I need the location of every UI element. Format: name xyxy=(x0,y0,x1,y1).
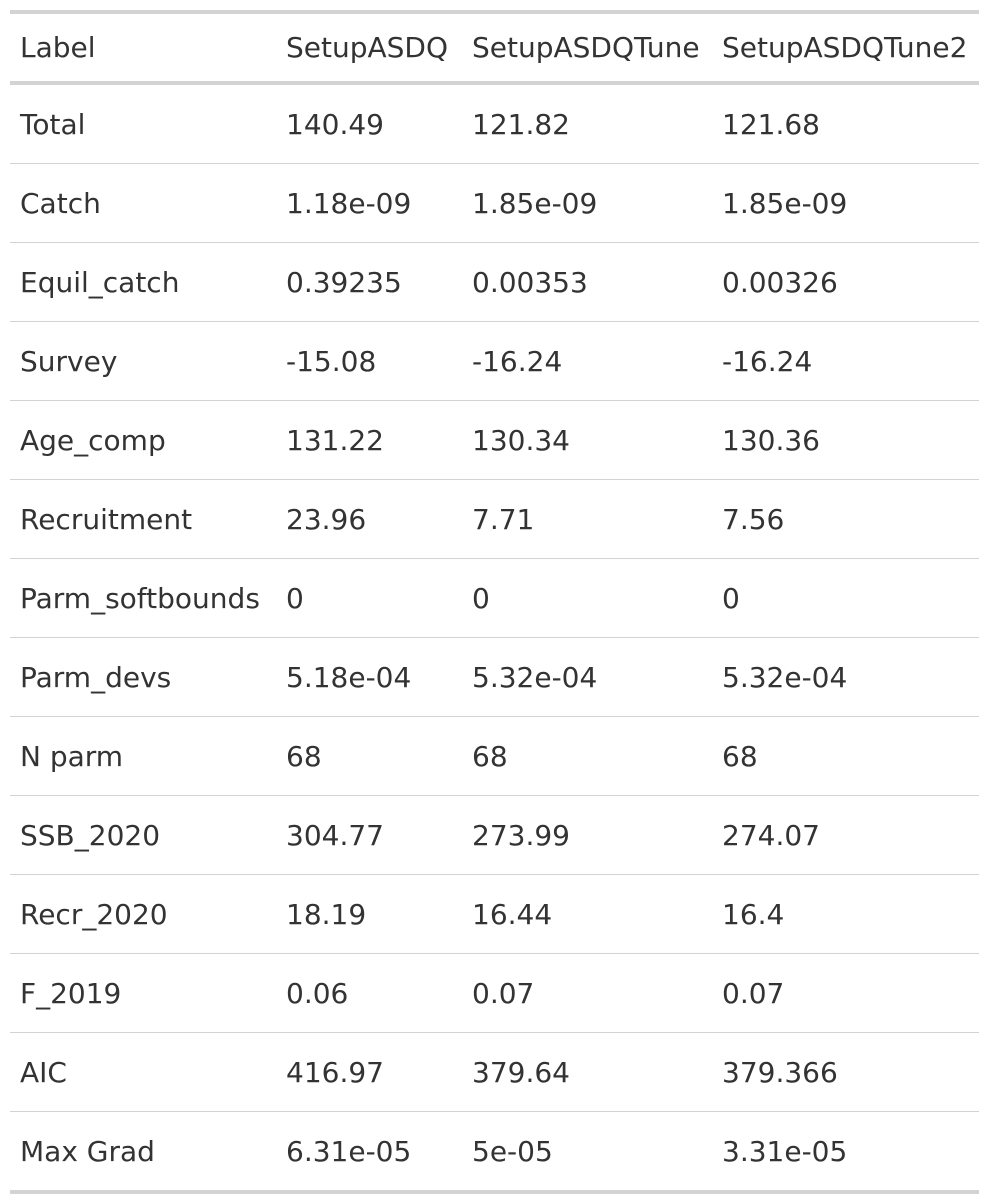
cell-value: 0.07 xyxy=(712,953,979,1033)
table-row: Equil_catch 0.39235 0.00353 0.00326 xyxy=(10,242,979,322)
cell-value: -15.08 xyxy=(276,321,462,401)
row-label: Survey xyxy=(10,321,276,401)
cell-value: 5.32e-04 xyxy=(462,637,712,717)
table-row: F_2019 0.06 0.07 0.07 xyxy=(10,953,979,1033)
cell-value: 7.71 xyxy=(462,479,712,559)
row-label: Age_comp xyxy=(10,400,276,480)
row-label: Recruitment xyxy=(10,479,276,559)
comparison-table-container: Label SetupASDQ SetupASDQTune SetupASDQT… xyxy=(10,10,979,1194)
table-row: Recr_2020 18.19 16.44 16.4 xyxy=(10,874,979,954)
cell-value: 5e-05 xyxy=(462,1111,712,1192)
cell-value: 273.99 xyxy=(462,795,712,875)
cell-value: 6.31e-05 xyxy=(276,1111,462,1192)
cell-value: 121.68 xyxy=(722,107,820,141)
column-header-setupasdq: SetupASDQ xyxy=(286,31,449,64)
cell-value: 0 xyxy=(462,558,712,638)
cell-value: 68 xyxy=(712,716,979,796)
cell-value: -16.24 xyxy=(462,321,712,401)
cell-value: 0.39235 xyxy=(276,242,462,322)
row-label: Recr_2020 xyxy=(10,874,276,954)
cell-value: 1.18e-09 xyxy=(276,163,462,243)
cell-value: 0.07 xyxy=(462,953,712,1033)
cell-value: 1.85e-09 xyxy=(462,163,712,243)
table-row: AIC 416.97 379.64 379.366 xyxy=(10,1032,979,1112)
row-label: N parm xyxy=(10,716,276,796)
row-label: Total xyxy=(20,107,86,141)
table-row: Age_comp 131.22 130.34 130.36 xyxy=(10,400,979,480)
cell-value: 16.44 xyxy=(462,874,712,954)
row-label: SSB_2020 xyxy=(10,795,276,875)
cell-value: 121.82 xyxy=(472,107,570,141)
cell-value: 7.56 xyxy=(712,479,979,559)
table-header: Label SetupASDQ SetupASDQTune SetupASDQT… xyxy=(10,12,979,83)
cell-value: 68 xyxy=(462,716,712,796)
cell-value: 0.06 xyxy=(276,953,462,1033)
cell-value: 379.64 xyxy=(462,1032,712,1112)
column-header-setupasdqtune: SetupASDQTune xyxy=(472,31,700,64)
cell-value: 3.31e-05 xyxy=(712,1111,979,1192)
table-row: Catch 1.18e-09 1.85e-09 1.85e-09 xyxy=(10,163,979,243)
cell-value: 379.366 xyxy=(712,1032,979,1112)
cell-value: 274.07 xyxy=(712,795,979,875)
cell-value: 416.97 xyxy=(276,1032,462,1112)
cell-value: -16.24 xyxy=(712,321,979,401)
row-label: AIC xyxy=(10,1032,276,1112)
cell-value: 5.32e-04 xyxy=(712,637,979,717)
row-label: Equil_catch xyxy=(10,242,276,322)
cell-value: 16.4 xyxy=(712,874,979,954)
header-row: Label SetupASDQ SetupASDQTune SetupASDQT… xyxy=(10,12,979,83)
table-row: Parm_softbounds 0 0 0 xyxy=(10,558,979,638)
table-body: Total 140.49 121.82 121.68 Catch 1.18e-0… xyxy=(10,83,979,1192)
row-label: Catch xyxy=(10,163,276,243)
cell-value: 130.36 xyxy=(712,400,979,480)
cell-value: 131.22 xyxy=(276,400,462,480)
table-row: Max Grad 6.31e-05 5e-05 3.31e-05 xyxy=(10,1111,979,1192)
cell-value: 23.96 xyxy=(276,479,462,559)
cell-value: 0 xyxy=(276,558,462,638)
cell-value: 18.19 xyxy=(276,874,462,954)
table-row: SSB_2020 304.77 273.99 274.07 xyxy=(10,795,979,875)
cell-value: 5.18e-04 xyxy=(276,637,462,717)
table-row: Recruitment 23.96 7.71 7.56 xyxy=(10,479,979,559)
cell-value: 304.77 xyxy=(276,795,462,875)
table-row: Parm_devs 5.18e-04 5.32e-04 5.32e-04 xyxy=(10,637,979,717)
cell-value: 0.00326 xyxy=(712,242,979,322)
row-label: Max Grad xyxy=(10,1111,276,1192)
table-row: Survey -15.08 -16.24 -16.24 xyxy=(10,321,979,401)
cell-value: 130.34 xyxy=(462,400,712,480)
table-row: N parm 68 68 68 xyxy=(10,716,979,796)
model-comparison-table: Label SetupASDQ SetupASDQTune SetupASDQT… xyxy=(10,10,979,1194)
cell-value: 140.49 xyxy=(286,107,384,141)
cell-value: 1.85e-09 xyxy=(712,163,979,243)
row-label: Parm_softbounds xyxy=(10,558,276,638)
column-header-setupasdqtune2: SetupASDQTune2 xyxy=(722,31,968,64)
table-row: Total 140.49 121.82 121.68 xyxy=(10,83,979,164)
cell-value: 0.00353 xyxy=(462,242,712,322)
column-header-label: Label xyxy=(20,31,96,64)
row-label: F_2019 xyxy=(10,953,276,1033)
row-label: Parm_devs xyxy=(10,637,276,717)
cell-value: 0 xyxy=(712,558,979,638)
cell-value: 68 xyxy=(276,716,462,796)
